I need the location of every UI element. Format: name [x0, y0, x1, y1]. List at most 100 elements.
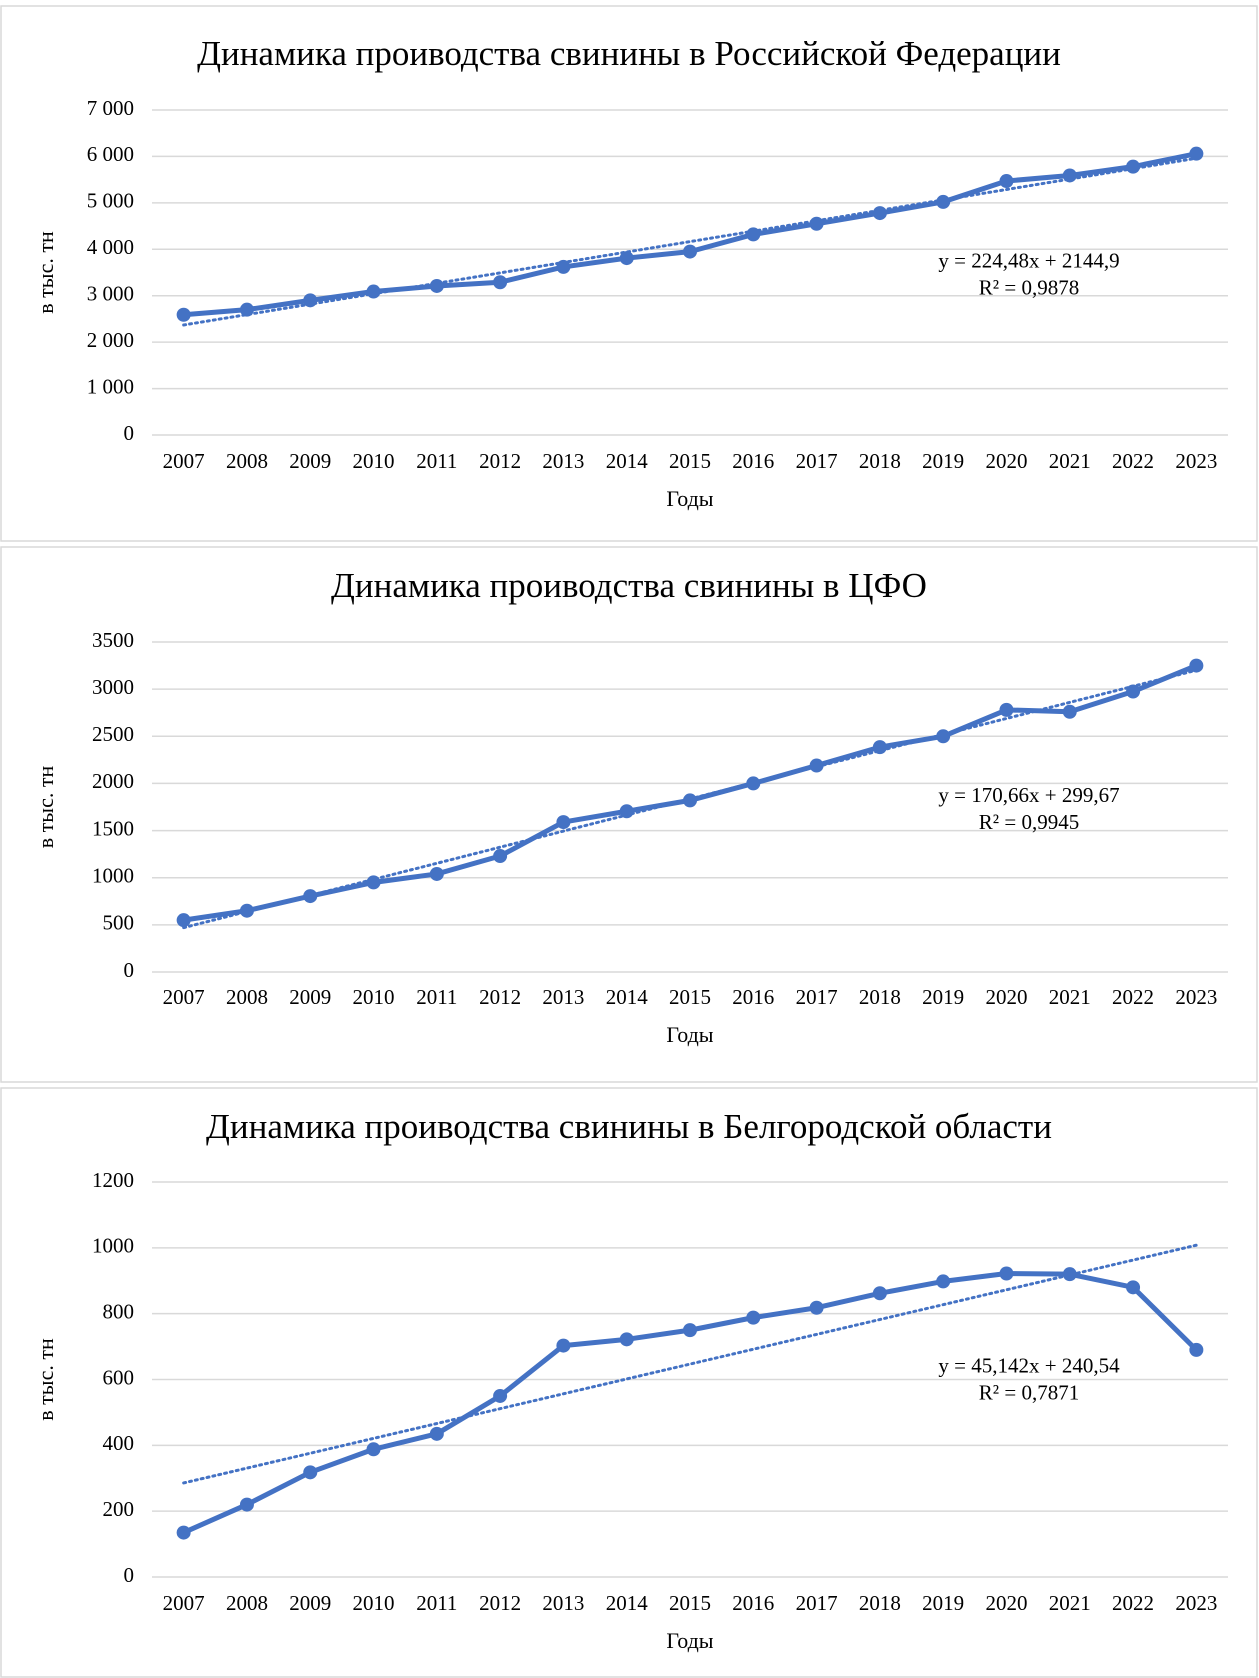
data-point [1126, 159, 1141, 174]
y-tick-label: 5 000 [87, 189, 134, 213]
data-point [1126, 684, 1141, 699]
x-tick-label: 2016 [732, 1591, 774, 1615]
trendline-r2: R² = 0,9878 [979, 276, 1079, 300]
data-point [493, 275, 508, 290]
data-point [872, 1286, 887, 1301]
data-point [429, 1426, 444, 1441]
x-tick-label: 2007 [163, 1591, 205, 1615]
data-point [809, 216, 824, 231]
data-point [936, 1274, 951, 1289]
data-point [746, 776, 761, 791]
x-tick-label: 2008 [226, 1591, 268, 1615]
x-tick-label: 2021 [1049, 449, 1091, 473]
x-tick-label: 2022 [1112, 1591, 1154, 1615]
y-tick-label: 0 [124, 958, 135, 982]
data-point [1126, 1280, 1141, 1295]
data-point [746, 1310, 761, 1325]
x-tick-label: 2011 [416, 985, 457, 1009]
trendline [182, 156, 1198, 327]
data-point [303, 1465, 318, 1480]
data-point [493, 849, 508, 864]
chart-panel: Динамика проиводства свинины в Российско… [0, 5, 1258, 542]
data-point [303, 293, 318, 308]
x-tick-label: 2022 [1112, 449, 1154, 473]
x-tick-label: 2009 [289, 1591, 331, 1615]
data-point [239, 903, 254, 918]
x-tick-label: 2021 [1049, 1591, 1091, 1615]
x-tick-label: 2007 [163, 449, 205, 473]
trendline-equation: y = 45,142x + 240,54 [938, 1353, 1120, 1377]
trendline-equation: y = 170,66x + 299,67 [938, 783, 1119, 807]
data-point [872, 740, 887, 755]
x-tick-label: 2020 [985, 1591, 1027, 1615]
data-point [556, 1338, 571, 1353]
data-point [239, 302, 254, 317]
chart-title: Динамика проиводства свинины в Белгородс… [206, 1107, 1052, 1146]
data-point [999, 1266, 1014, 1281]
data-point [429, 866, 444, 881]
data-point [746, 227, 761, 242]
data-point [936, 194, 951, 209]
trendline [182, 1243, 1198, 1485]
data-point [872, 206, 887, 221]
x-tick-label: 2015 [669, 449, 711, 473]
trendline-equation: y = 224,48x + 2144,9 [938, 249, 1119, 273]
y-tick-label: 1000 [92, 1234, 134, 1258]
data-point [366, 875, 381, 890]
x-tick-label: 2015 [669, 985, 711, 1009]
x-tick-label: 2013 [542, 449, 584, 473]
data-point [809, 1300, 824, 1315]
chart-panel: Динамика проиводства свинины в Белгородс… [0, 1087, 1258, 1678]
chart-title: Динамика проиводства свинины в ЦФО [331, 566, 927, 605]
data-point [999, 174, 1014, 189]
x-tick-label: 2019 [922, 985, 964, 1009]
y-tick-label: 600 [103, 1365, 135, 1389]
y-tick-label: 1500 [92, 816, 134, 840]
x-tick-label: 2013 [542, 1591, 584, 1615]
y-tick-label: 3 000 [87, 282, 134, 306]
x-tick-label: 2017 [796, 985, 838, 1009]
y-tick-label: 2 000 [87, 328, 134, 352]
y-tick-label: 800 [103, 1299, 135, 1323]
data-point [556, 259, 571, 274]
y-tick-label: 2000 [92, 769, 134, 793]
data-point [303, 889, 318, 904]
x-tick-label: 2009 [289, 985, 331, 1009]
x-tick-label: 2008 [226, 985, 268, 1009]
data-point [683, 1323, 697, 1338]
panel-border [0, 1087, 1258, 1678]
data-point [936, 729, 951, 744]
data-point [493, 1388, 508, 1403]
x-tick-label: 2021 [1049, 985, 1091, 1009]
x-tick-label: 2019 [922, 1591, 964, 1615]
x-tick-label: 2013 [542, 985, 584, 1009]
y-tick-label: 500 [103, 911, 135, 935]
x-tick-label: 2014 [606, 1591, 649, 1615]
data-point [1189, 1342, 1204, 1357]
x-tick-label: 2019 [922, 449, 964, 473]
x-tick-label: 2023 [1175, 985, 1217, 1009]
x-tick-label: 2023 [1175, 449, 1217, 473]
x-axis-title: Годы [666, 1022, 713, 1047]
x-tick-label: 2010 [353, 1591, 395, 1615]
data-point [556, 815, 571, 830]
panel-border [0, 5, 1258, 542]
x-tick-label: 2016 [732, 449, 774, 473]
chart-panel: Динамика проиводства свинины в ЦФО Годы в … [0, 546, 1258, 1083]
x-tick-label: 2014 [606, 449, 649, 473]
data-point [809, 758, 824, 773]
x-axis-title: Годы [666, 486, 713, 511]
x-tick-label: 2012 [479, 985, 521, 1009]
x-tick-label: 2012 [479, 449, 521, 473]
y-tick-label: 200 [103, 1497, 135, 1521]
x-tick-label: 2020 [985, 449, 1027, 473]
x-tick-label: 2023 [1175, 1591, 1217, 1615]
x-tick-label: 2017 [796, 1591, 838, 1615]
x-tick-label: 2014 [606, 985, 649, 1009]
x-tick-label: 2017 [796, 449, 838, 473]
data-point [429, 278, 444, 293]
x-tick-label: 2010 [353, 449, 395, 473]
y-tick-label: 3500 [92, 628, 134, 652]
y-tick-label: 7 000 [87, 96, 134, 120]
